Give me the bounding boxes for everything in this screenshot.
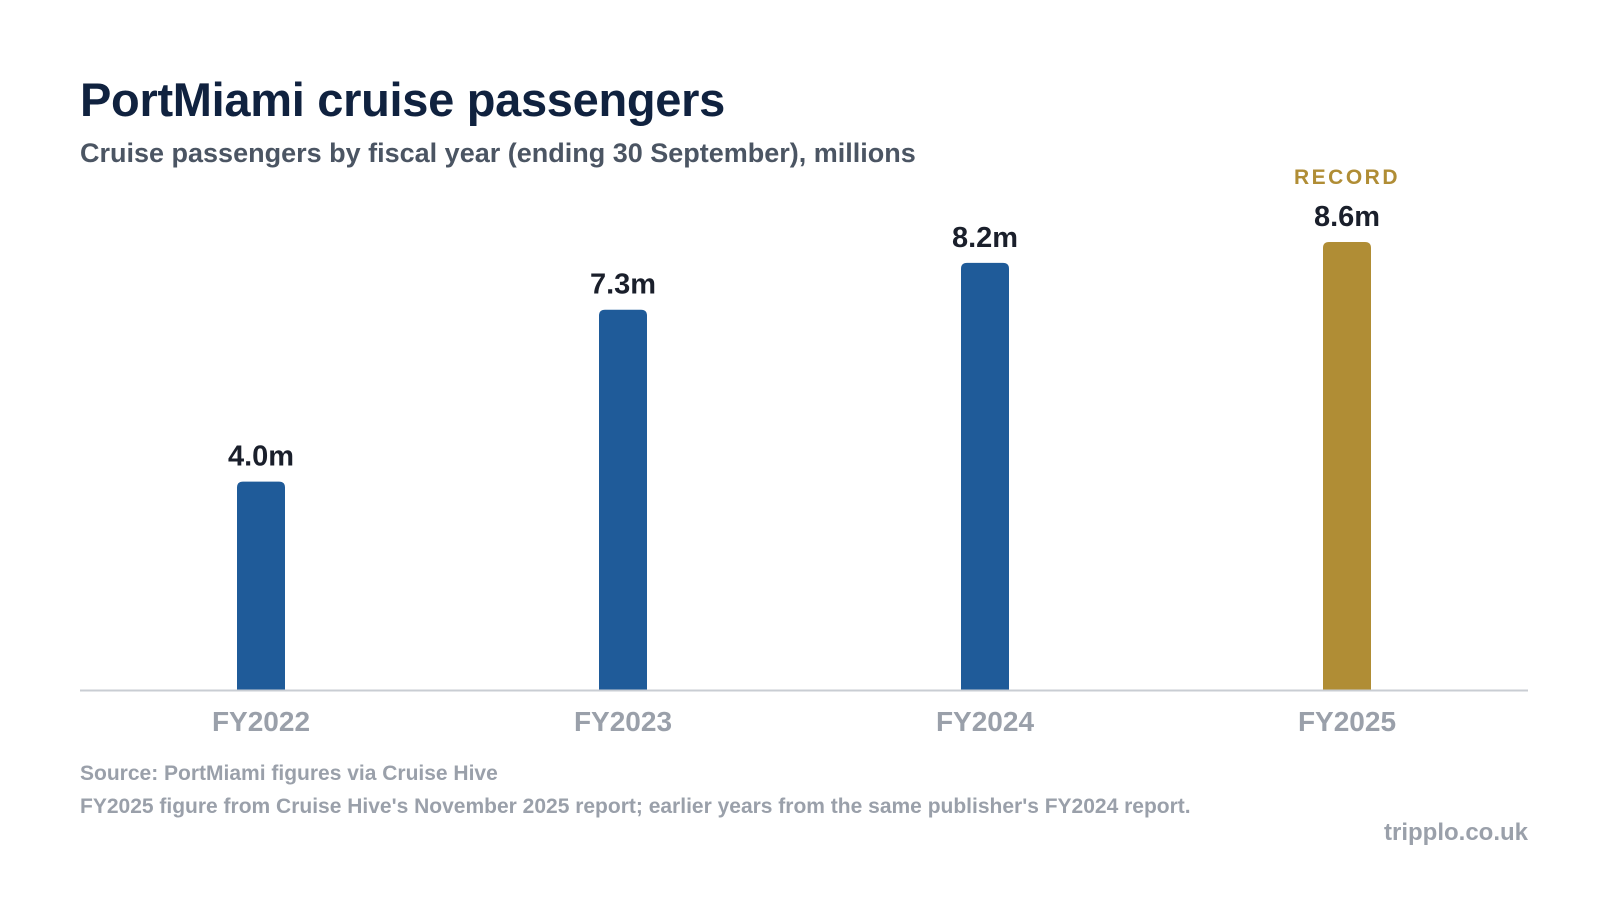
bar-fy2024: [961, 262, 1009, 690]
chart-subtitle: Cruise passengers by fiscal year (ending…: [80, 138, 916, 168]
record-badge: RECORD: [1294, 166, 1400, 189]
chart-title: PortMiami cruise passengers: [80, 73, 725, 126]
value-label-fy2022: 4.0m: [228, 441, 294, 473]
value-label-fy2024: 8.2m: [952, 222, 1018, 254]
bar-fy2023: [599, 309, 647, 690]
category-label-fy2024: FY2024: [936, 706, 1034, 737]
category-label-fy2025: FY2025: [1298, 706, 1396, 737]
bar-fy2025: [1323, 242, 1371, 690]
value-label-fy2023: 7.3m: [590, 269, 656, 301]
category-label-fy2023: FY2023: [574, 706, 672, 737]
value-label-fy2025: 8.6m: [1314, 201, 1380, 233]
category-label-fy2022: FY2022: [212, 706, 310, 737]
methodology-note: FY2025 figure from Cruise Hive's Novembe…: [80, 795, 1191, 818]
source-note: Source: PortMiami figures via Cruise Hiv…: [80, 762, 498, 785]
bar-fy2022: [237, 481, 285, 690]
brand-link[interactable]: tripplo.co.uk: [1384, 819, 1528, 846]
